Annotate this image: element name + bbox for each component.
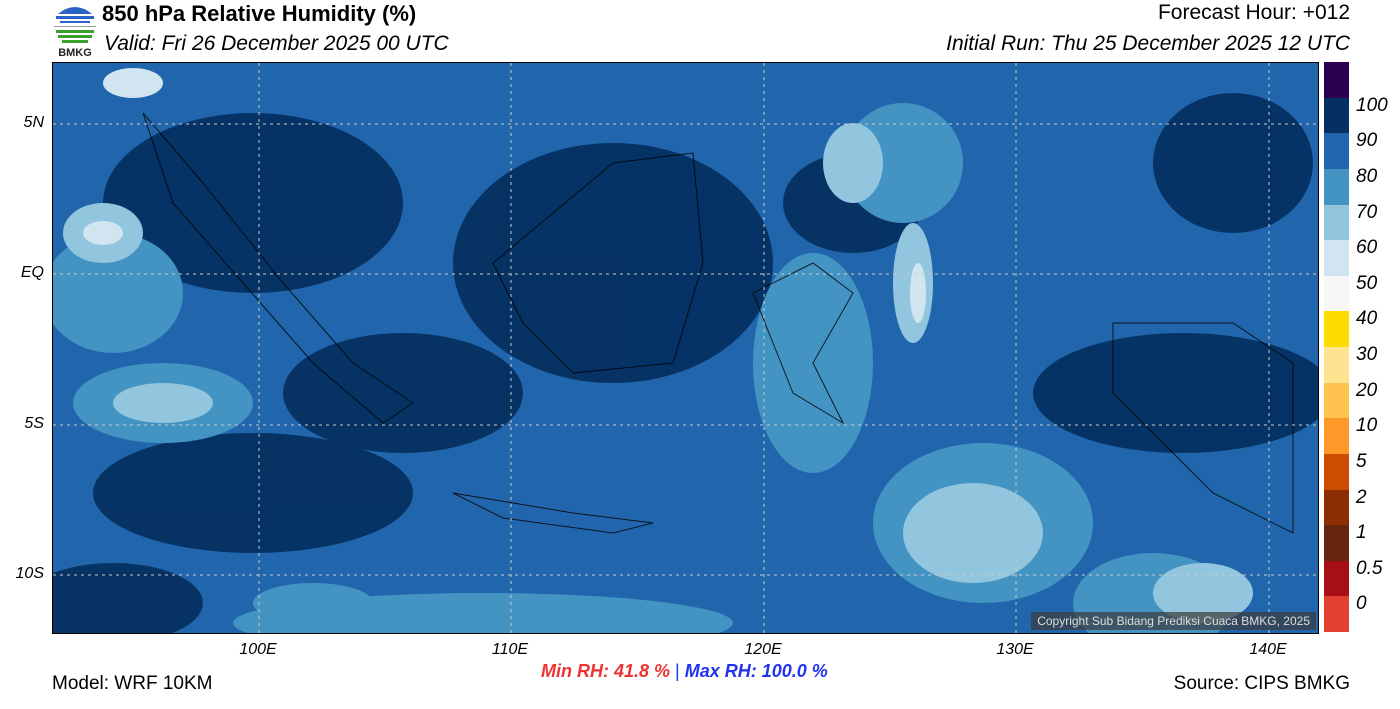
colorbar-label: 80: [1356, 165, 1378, 187]
bmkg-logo-icon: BMKG: [54, 7, 96, 59]
colorbar-label: 40: [1356, 308, 1378, 330]
gridlines: [53, 63, 1318, 633]
colorbar-bin: [1324, 275, 1349, 312]
colorbar-label: 1: [1356, 522, 1367, 544]
rh-range: Min RH: 41.8 % | Max RH: 100.0 %: [541, 661, 828, 682]
humidity-field: [53, 63, 1318, 633]
colorbar: [1324, 62, 1349, 632]
colorbar-label: 90: [1356, 130, 1378, 152]
colorbar-bin: [1324, 204, 1349, 241]
colorbar-bin: [1324, 133, 1349, 169]
separator: |: [675, 661, 680, 681]
colorbar-label: 5: [1356, 450, 1367, 472]
colorbar-bin: [1324, 382, 1349, 419]
colorbar-label: 10: [1356, 415, 1378, 437]
colorbar-label: 50: [1356, 272, 1378, 294]
copyright-notice: Copyright Sub Bidang Prediksi Cuaca BMKG…: [1031, 612, 1316, 630]
lat-label: 10S: [15, 565, 44, 582]
colorbar-bin: [1324, 489, 1349, 526]
valid-time: Valid: Fri 26 December 2025 00 UTC: [104, 32, 449, 55]
colorbar-bin: [1324, 62, 1349, 98]
colorbar-bin: [1324, 347, 1349, 383]
colorbar-bin: [1324, 168, 1349, 205]
colorbar-label: 60: [1356, 237, 1378, 259]
colorbar-label: 0.5: [1356, 557, 1383, 579]
colorbar-label: 100: [1356, 94, 1388, 116]
humidity-map: [52, 62, 1319, 634]
colorbar-label: 2: [1356, 486, 1367, 508]
colorbar-bin: [1324, 525, 1349, 561]
max-rh: Max RH: 100.0 %: [684, 661, 828, 681]
lon-label: 110E: [491, 641, 529, 658]
colorbar-label: 20: [1356, 379, 1378, 401]
colorbar-label: 0: [1356, 593, 1367, 615]
colorbar-label: 30: [1356, 344, 1378, 365]
lat-label: 5S: [24, 415, 44, 432]
lon-label: 100E: [239, 641, 277, 658]
chart-title: 850 hPa Relative Humidity (%): [102, 1, 417, 26]
colorbar-bin: [1324, 453, 1349, 490]
forecast-hour: Forecast Hour: +012: [1157, 1, 1350, 24]
min-rh: Min RH: 41.8 %: [541, 661, 671, 681]
lat-label: 5N: [23, 114, 44, 131]
lat-label: EQ: [20, 264, 44, 281]
colorbar-bin: [1324, 97, 1349, 134]
logo-text: BMKG: [58, 47, 92, 58]
model-label: Model: WRF 10KM: [52, 673, 213, 694]
colorbar-bin: [1324, 311, 1349, 347]
colorbar-bin: [1324, 240, 1349, 276]
source-label: Source: CIPS BMKG: [1173, 673, 1350, 694]
initial-run: Initial Run: Thu 25 December 2025 12 UTC: [946, 32, 1350, 55]
colorbar-bin: [1324, 560, 1349, 597]
colorbar-label: 70: [1356, 201, 1378, 223]
lon-label: 140E: [1249, 641, 1287, 658]
lon-label: 130E: [996, 641, 1034, 658]
colorbar-bin: [1324, 596, 1349, 632]
lon-label: 120E: [744, 641, 782, 658]
bmkg-logo: BMKG: [52, 2, 98, 59]
colorbar-bin: [1324, 418, 1349, 454]
